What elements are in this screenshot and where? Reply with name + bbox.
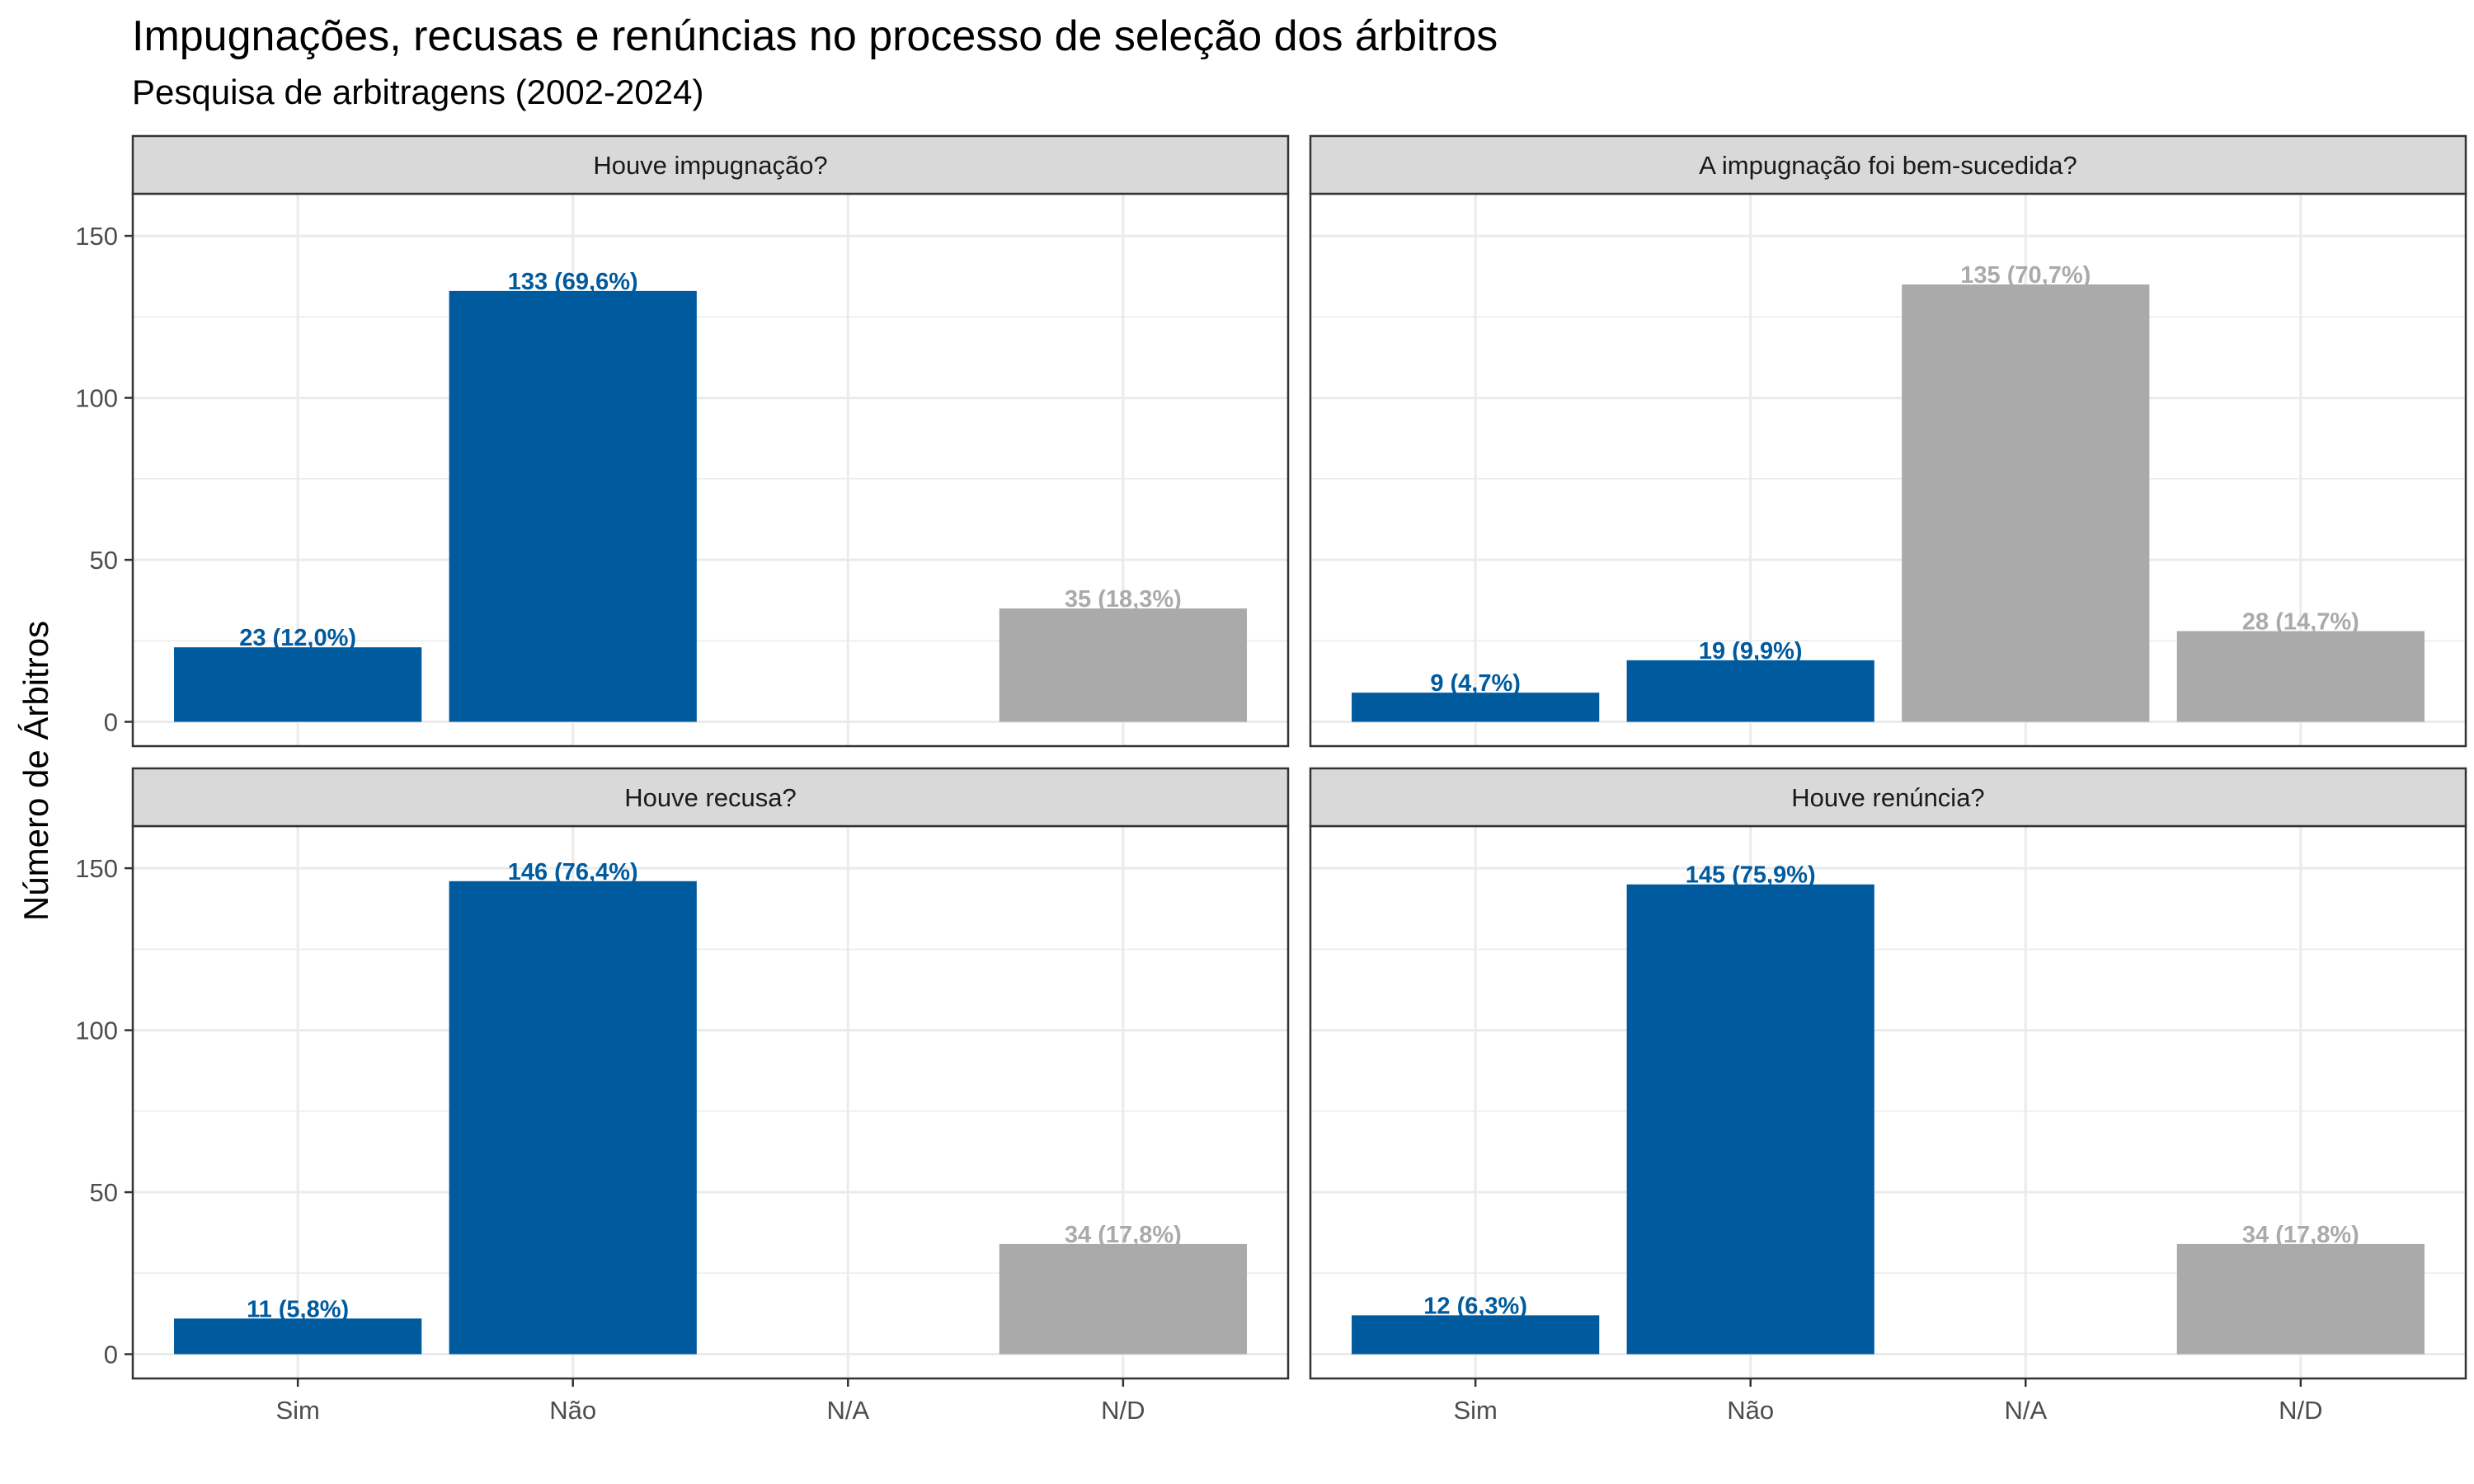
data-label: 146 (76,4%)	[508, 859, 638, 885]
x-tick-label: Não	[549, 1396, 596, 1425]
facet-strip-label: Houve recusa?	[624, 783, 797, 812]
bar-n-o	[1626, 660, 1874, 722]
data-label: 23 (12,0%)	[239, 625, 356, 651]
bar-sim	[174, 1318, 422, 1355]
data-label: 34 (17,8%)	[2242, 1222, 2359, 1248]
bar-n-o	[1626, 884, 1874, 1355]
y-tick-label: 100	[75, 1017, 118, 1045]
facet-strip	[1309, 134, 2467, 195]
data-label: 9 (4,7%)	[1430, 670, 1521, 697]
data-label: 12 (6,3%)	[1423, 1293, 1527, 1319]
data-label: 28 (14,7%)	[2242, 608, 2359, 635]
chart-title: Impugnações, recusas e renúncias no proc…	[132, 12, 1498, 60]
data-label: 34 (17,8%)	[1065, 1222, 1182, 1248]
y-tick-label: 150	[75, 854, 118, 883]
facet-strip	[131, 134, 1290, 195]
bar-n-o	[449, 290, 697, 722]
bar-n-d	[2176, 1243, 2425, 1355]
facet-strip	[1309, 767, 2467, 828]
x-tick-label: N/A	[2004, 1396, 2047, 1425]
x-tick-label: N/D	[2279, 1396, 2322, 1425]
bar-sim	[1352, 1315, 1600, 1355]
data-label: 11 (5,8%)	[247, 1296, 349, 1322]
y-tick-label: 0	[104, 708, 118, 737]
bar-n-o	[449, 881, 697, 1355]
y-tick-label: 100	[75, 384, 118, 413]
bar-sim	[174, 647, 422, 722]
bar-n-d	[2176, 631, 2425, 722]
data-label: 35 (18,3%)	[1065, 586, 1182, 613]
bar-sim	[1352, 693, 1600, 722]
facet-strip	[131, 767, 1290, 828]
y-tick-label: 50	[90, 546, 118, 575]
x-tick-label: N/A	[826, 1396, 869, 1425]
bar-n-d	[999, 608, 1247, 722]
bar-n-a	[1902, 284, 2150, 722]
data-label: 135 (70,7%)	[1960, 262, 2091, 289]
bar-n-d	[999, 1243, 1247, 1355]
x-tick-label: Não	[1727, 1396, 1774, 1425]
data-label: 19 (9,9%)	[1699, 638, 1803, 665]
data-label: 133 (69,6%)	[508, 269, 638, 295]
data-label: 145 (75,9%)	[1686, 862, 1816, 889]
x-tick-label: Sim	[275, 1396, 319, 1425]
facet-strip-label: Houve renúncia?	[1791, 783, 1984, 812]
facet-strip-label: A impugnação foi bem-sucedida?	[1699, 151, 2077, 180]
chart-subtitle: Pesquisa de arbitragens (2002-2024)	[132, 73, 704, 111]
facet-strip-label: Houve impugnação?	[593, 151, 827, 180]
x-tick-label: N/D	[1101, 1396, 1145, 1425]
y-tick-label: 50	[90, 1178, 118, 1207]
y-tick-label: 0	[104, 1341, 118, 1369]
x-tick-label: Sim	[1453, 1396, 1497, 1425]
y-tick-label: 150	[75, 222, 118, 251]
